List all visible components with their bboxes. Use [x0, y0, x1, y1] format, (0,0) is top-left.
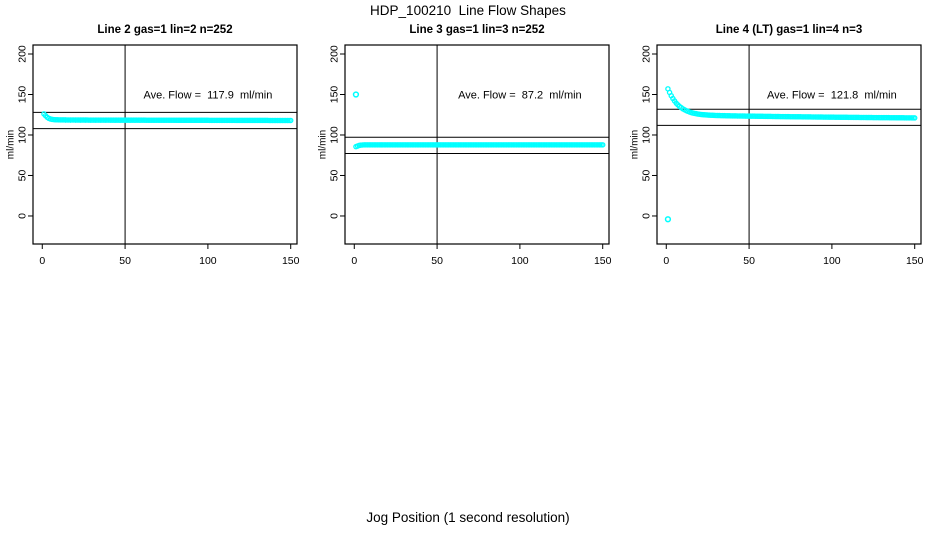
- y-tick-label: 100: [641, 126, 653, 144]
- sparse-dot: [109, 121, 111, 123]
- y-tick-label: 50: [641, 169, 653, 181]
- panel-title: Line 2 gas=1 lin=2 n=252: [97, 24, 233, 36]
- sparse-dot: [233, 121, 236, 123]
- plot-box: [32, 44, 298, 245]
- y-tick-label: 0: [17, 213, 29, 219]
- panel-plot: 0 50 100 150 0 50 100 150 200 ml/min Ave. Flow = 8…: [318, 44, 612, 267]
- y-tick-label: 0: [329, 213, 341, 219]
- panel-line-2: Line 2 gas=1 lin=2 n=252 0 50 100 150 0 50 100…: [0, 0, 312, 300]
- sparse-dot: [273, 121, 275, 123]
- sparse-dot: [159, 121, 161, 123]
- x-tick-label: 50: [431, 255, 443, 267]
- y-tick-label: 200: [17, 45, 29, 63]
- panel-title: Line 4 (LT) gas=1 lin=4 n=3: [715, 24, 863, 36]
- data-point: [599, 142, 606, 148]
- sparse-dot: [119, 121, 121, 123]
- sparse-dot: [134, 121, 136, 123]
- sparse-dot: [169, 121, 171, 123]
- y-tick-label: 200: [329, 45, 341, 63]
- sparse-dot: [84, 121, 87, 123]
- sparse-dot: [213, 121, 216, 123]
- x-tick-label: 100: [511, 255, 529, 267]
- sparse-dot: [283, 121, 285, 123]
- y-axis-title: ml/min: [6, 130, 17, 159]
- sparse-dot: [228, 121, 231, 123]
- x-tick-label: 50: [743, 255, 755, 267]
- x-tick-label: 100: [823, 255, 841, 267]
- sparse-dot: [124, 121, 126, 123]
- annotation-text: Ave. Flow = 117.9 ml/min: [143, 89, 272, 101]
- sparse-dot: [174, 121, 176, 123]
- x-axis-label: Jog Position (1 second resolution): [366, 510, 570, 525]
- x-tick-label: 0: [351, 255, 357, 267]
- sparse-dot: [238, 121, 241, 123]
- sparse-dot: [258, 121, 260, 123]
- y-tick-label: 150: [641, 86, 653, 104]
- x-tick-label: 150: [282, 255, 300, 267]
- data-point: [287, 117, 294, 124]
- sparse-dot: [79, 121, 82, 123]
- sparse-dot: [99, 121, 101, 123]
- sparse-dot: [154, 121, 156, 123]
- sparse-dot: [74, 121, 77, 123]
- sparse-dot: [288, 121, 290, 123]
- y-tick-label: 50: [329, 169, 341, 181]
- sparse-dot: [64, 121, 67, 123]
- x-tick-label: 50: [119, 255, 131, 267]
- plot-box: [656, 44, 922, 245]
- y-tick-label: 100: [17, 126, 29, 144]
- sparse-dot: [179, 121, 181, 123]
- y-tick-label: 150: [329, 86, 341, 104]
- x-tick-label: 150: [594, 255, 612, 267]
- sparse-dot: [89, 121, 92, 123]
- sparse-dot: [94, 121, 96, 123]
- annotation-text: Ave. Flow = 121.8 ml/min: [767, 89, 897, 101]
- sparse-dot: [69, 121, 72, 123]
- y-tick-label: 150: [17, 86, 29, 104]
- sparse-dot: [164, 121, 166, 123]
- sparse-dot: [129, 121, 131, 123]
- sparse-dot: [253, 121, 255, 123]
- panel-title: Line 3 gas=1 lin=3 n=252: [409, 24, 545, 36]
- annotation-text: Ave. Flow = 87.2 ml/min: [458, 89, 582, 101]
- x-tick-label: 0: [39, 255, 45, 267]
- outlier-point: [352, 91, 360, 98]
- sparse-dot: [149, 121, 151, 123]
- sparse-dot: [248, 121, 251, 123]
- y-tick-label: 0: [641, 213, 653, 219]
- sparse-dot: [114, 121, 116, 123]
- sparse-dot: [278, 121, 280, 123]
- sparse-dot: [104, 121, 106, 123]
- sparse-dot: [203, 121, 206, 123]
- x-tick-label: 100: [199, 255, 217, 267]
- panel-line-3: Line 3 gas=1 lin=3 n=252 0 50 100 150 0 50 100…: [312, 0, 624, 300]
- sparse-dot: [263, 121, 265, 123]
- panel-plot: 0 50 100 150 0 50 100 150 200 ml/min Ave. Flow = 1…: [6, 44, 300, 267]
- x-tick-label: 0: [663, 255, 669, 267]
- data-point: [911, 115, 918, 121]
- sparse-dot: [184, 121, 186, 123]
- y-tick-label: 50: [17, 169, 29, 181]
- figure-title: HDP_100210 Line Flow Shapes: [370, 3, 566, 18]
- y-axis-title: ml/min: [630, 130, 641, 159]
- outlier-point: [664, 216, 672, 223]
- y-tick-label: 100: [329, 126, 341, 144]
- sparse-dot: [193, 121, 196, 123]
- sparse-dot: [208, 121, 211, 123]
- sparse-dot: [268, 121, 270, 123]
- sparse-dot: [218, 121, 221, 123]
- sparse-dot: [144, 121, 146, 123]
- panel-line-4: Line 4 (LT) gas=1 lin=4 n=3 0 50 100 150 0 50…: [624, 0, 936, 300]
- y-tick-label: 200: [641, 45, 653, 63]
- x-tick-label: 150: [906, 255, 924, 267]
- sparse-dot: [139, 121, 141, 123]
- sparse-dot: [243, 121, 246, 123]
- sparse-dot: [223, 121, 226, 123]
- panel-plot: 0 50 100 150 0 50 100 150 200 ml/min Ave. Flow = 1…: [630, 44, 924, 267]
- plot-box: [344, 44, 610, 245]
- y-axis-title: ml/min: [318, 130, 329, 159]
- sparse-dot: [198, 121, 201, 123]
- sparse-dot: [188, 121, 191, 123]
